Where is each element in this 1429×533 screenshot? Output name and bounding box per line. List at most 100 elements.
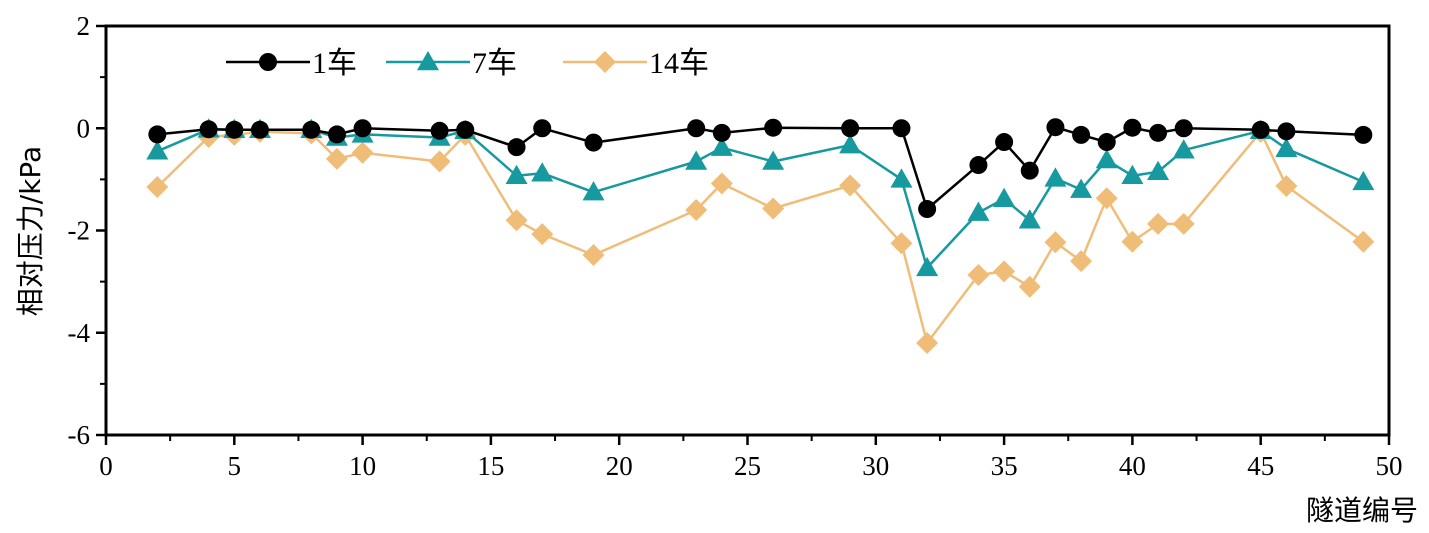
data-point xyxy=(1147,160,1170,180)
legend-item: 14车 xyxy=(563,47,709,80)
data-point xyxy=(918,200,937,219)
x-tick-label: 0 xyxy=(99,451,113,481)
data-point xyxy=(430,121,449,140)
data-point xyxy=(839,174,862,197)
data-point xyxy=(841,119,860,138)
data-point xyxy=(1354,125,1373,144)
x-tick-label: 30 xyxy=(862,451,889,481)
data-point xyxy=(916,331,939,354)
axis-ticks xyxy=(96,24,1391,445)
data-point xyxy=(993,187,1016,208)
data-point xyxy=(1121,230,1144,253)
data-point xyxy=(1277,122,1296,141)
legend-marker xyxy=(417,51,439,71)
legend-item: 7车 xyxy=(386,47,517,80)
data-point xyxy=(1020,161,1039,180)
data-point xyxy=(916,256,939,277)
y-axis-title: 相对压力/kPa xyxy=(14,146,47,316)
x-tick-label: 25 xyxy=(734,451,761,481)
data-point xyxy=(764,118,783,137)
data-point xyxy=(505,164,528,185)
data-point xyxy=(1123,118,1142,137)
data-point xyxy=(353,119,372,138)
data-point xyxy=(507,138,526,157)
data-point xyxy=(1018,209,1041,229)
data-point xyxy=(428,150,451,173)
data-point xyxy=(1095,148,1118,169)
data-point xyxy=(685,199,708,222)
data-point xyxy=(1046,118,1065,137)
data-point xyxy=(685,150,708,170)
data-point xyxy=(327,125,346,144)
data-point xyxy=(1149,123,1168,142)
legend: 1车 7车 14车 xyxy=(226,47,709,80)
data-point xyxy=(146,176,169,199)
data-point xyxy=(250,120,269,139)
x-tick-label: 35 xyxy=(991,451,1018,481)
data-point xyxy=(199,120,218,139)
x-tick-label: 20 xyxy=(606,451,633,481)
x-tick-label: 40 xyxy=(1119,451,1146,481)
data-point xyxy=(582,181,605,201)
data-point xyxy=(1070,178,1093,198)
legend-label: 14车 xyxy=(649,47,709,80)
data-point xyxy=(1174,119,1193,138)
data-point xyxy=(762,150,785,170)
data-point xyxy=(1095,187,1118,210)
data-point xyxy=(302,120,321,139)
x-tick-label: 45 xyxy=(1247,451,1274,481)
x-tick-label: 15 xyxy=(477,451,504,481)
data-point xyxy=(1352,170,1375,191)
data-point xyxy=(969,156,988,175)
data-point xyxy=(995,133,1014,152)
data-point xyxy=(710,136,733,156)
legend-marker xyxy=(594,51,616,73)
legend-label: 7车 xyxy=(472,47,517,80)
data-point xyxy=(1044,167,1067,187)
data-point xyxy=(890,232,913,255)
series-circle xyxy=(148,118,1373,219)
plot-frame xyxy=(104,24,1391,437)
data-point xyxy=(1352,230,1375,253)
data-point xyxy=(582,244,605,267)
legend-label: 1车 xyxy=(312,47,357,80)
data-point xyxy=(533,119,552,138)
y-tick-label: -6 xyxy=(68,420,91,450)
y-tick-label: 0 xyxy=(77,113,91,143)
x-tick-label: 50 xyxy=(1376,451,1403,481)
data-point xyxy=(967,263,990,286)
data-point xyxy=(892,119,911,138)
data-point xyxy=(1275,137,1298,157)
data-point xyxy=(325,147,348,170)
data-point xyxy=(351,141,374,164)
data-point xyxy=(146,140,169,160)
data-point xyxy=(1097,133,1116,152)
data-point xyxy=(1070,250,1093,273)
data-point xyxy=(1172,139,1195,159)
y-tick-label: -2 xyxy=(68,216,91,246)
data-point xyxy=(762,197,785,220)
data-point xyxy=(505,209,528,232)
data-point xyxy=(712,123,731,142)
y-tick-label: 2 xyxy=(77,11,91,41)
data-point xyxy=(225,120,244,139)
data-point xyxy=(710,172,733,195)
x-tick-label: 10 xyxy=(349,451,376,481)
data-point xyxy=(531,162,554,182)
legend-item: 1车 xyxy=(226,47,357,80)
data-point xyxy=(687,119,706,138)
data-point xyxy=(1072,125,1091,144)
y-tick-label: -4 xyxy=(68,318,91,348)
data-point xyxy=(148,125,167,144)
series-layer xyxy=(146,118,1375,354)
data-point xyxy=(584,133,603,152)
x-axis-title: 隧道编号 xyxy=(1306,494,1418,527)
data-point xyxy=(456,120,475,139)
data-point xyxy=(967,201,990,221)
data-point xyxy=(1018,275,1041,298)
data-point xyxy=(531,223,554,246)
data-point xyxy=(1251,120,1270,139)
data-point xyxy=(1147,212,1170,235)
data-point xyxy=(1121,164,1144,185)
series-triangle xyxy=(146,118,1375,277)
